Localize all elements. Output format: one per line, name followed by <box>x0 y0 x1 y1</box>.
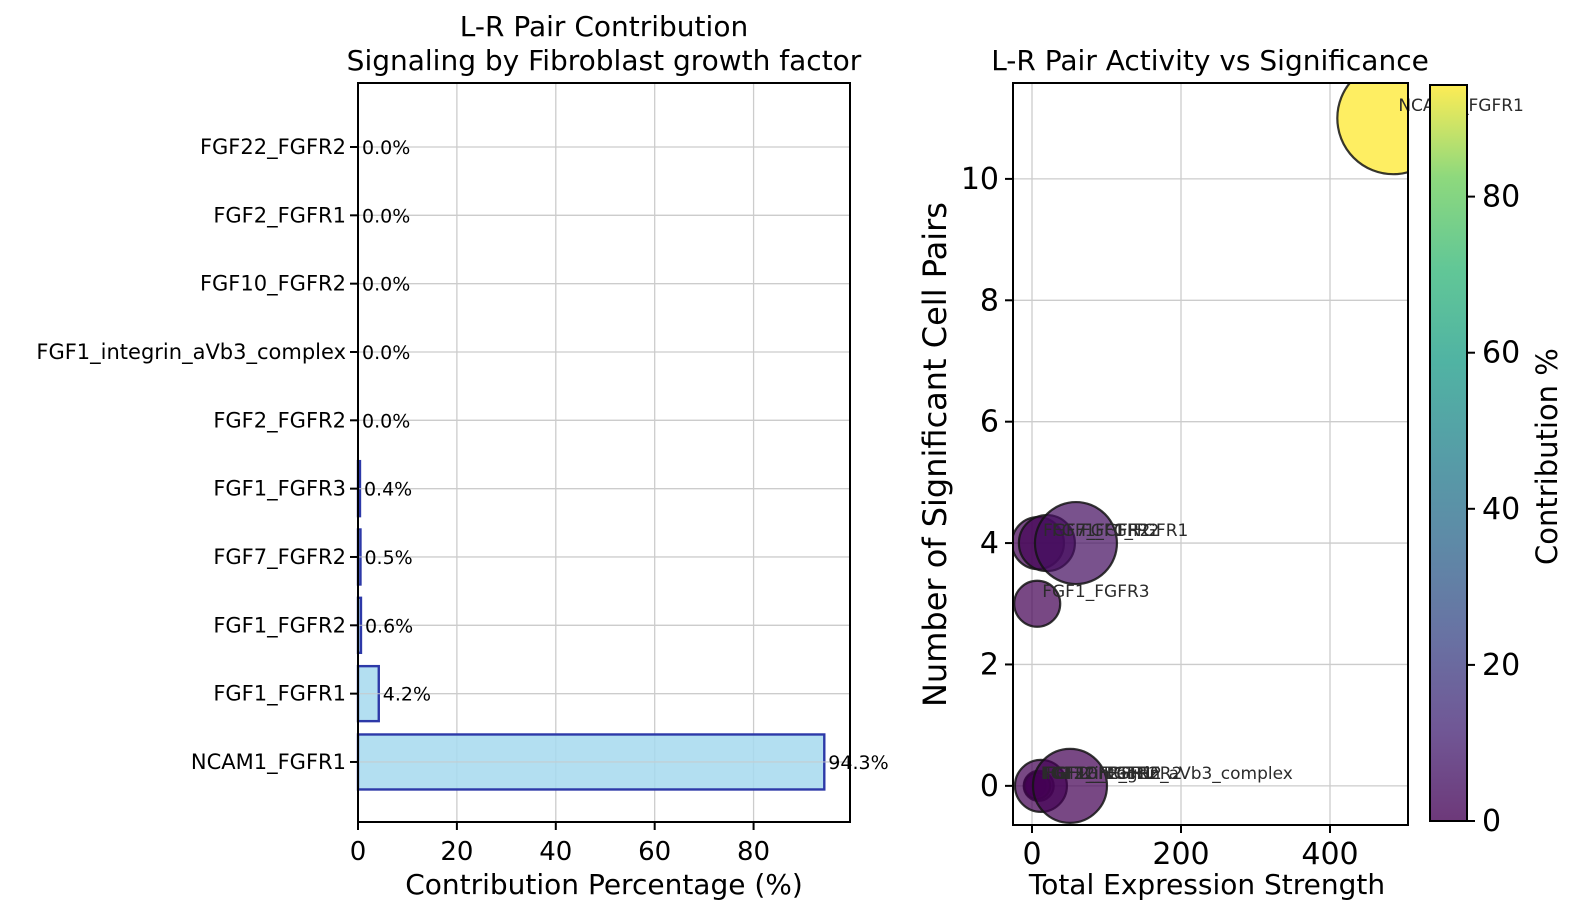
category-label: FGF1_FGFR3 <box>213 477 346 502</box>
bubble-label: FGF2_FGFR1 <box>1046 764 1153 784</box>
category-label: FGF2_FGFR1 <box>213 203 346 228</box>
bubble-label: FGF22_FGFR2 <box>1041 764 1159 784</box>
y-tick-label: 8 <box>980 283 999 318</box>
category-label: FGF22_FGFR2 <box>200 135 346 160</box>
colorbar-tick-label: 20 <box>1482 648 1520 683</box>
right-chart: FGF22_FGFR2FGF10_FGFR2FGF1_integrin_aVb3… <box>961 82 1524 872</box>
colorbar-tick-label: 80 <box>1482 180 1520 215</box>
x-tick-label: 60 <box>638 837 671 867</box>
category-label: FGF1_FGFR2 <box>213 613 346 638</box>
y-tick-label: 4 <box>980 526 999 561</box>
bar-value-label: 0.5% <box>364 547 412 569</box>
category-label: FGF10_FGFR2 <box>200 272 346 297</box>
bar-value-label: 0.0% <box>362 137 410 159</box>
bubble-label: FGF1_FGFR3 <box>1042 582 1149 602</box>
bubble-label: FGF7_FGFR2 <box>1043 521 1150 541</box>
axes-frame <box>357 82 851 823</box>
bar-value-label: 0.0% <box>362 274 410 296</box>
bubble <box>1336 83 1408 176</box>
colorbar-tick-label: 60 <box>1482 336 1520 371</box>
bar-value-label: 0.4% <box>364 479 412 501</box>
category-label: FGF1_integrin_aVb3_complex <box>36 340 346 365</box>
colorbar-label: Contribution % <box>1530 348 1564 565</box>
category-label: NCAM1_FGFR1 <box>191 750 346 775</box>
category-label: FGF2_FGFR2 <box>213 408 346 433</box>
bubble <box>1013 579 1062 628</box>
x-tick-label: 40 <box>539 837 572 867</box>
bubble-label: FGF1_integrin_aVb3_complex <box>1042 764 1293 784</box>
x-tick-label: 20 <box>440 837 473 867</box>
bubble-label: FGF1_FGFR2 <box>1052 521 1159 541</box>
right-x-axis-label: Total Expression Strength <box>1028 868 1386 901</box>
x-tick-label: 0 <box>1022 837 1041 872</box>
bubble <box>1033 500 1119 586</box>
colorbar-gradient <box>1429 84 1468 822</box>
right-y-axis-label: Number of Significant Cell Pairs <box>916 202 954 707</box>
bubble <box>1031 747 1109 824</box>
bubble-label: FGF2_FGFR2 <box>1075 764 1182 784</box>
colorbar-tick-label: 40 <box>1482 492 1520 527</box>
bar-value-label: 94.3% <box>828 752 888 774</box>
x-tick-label: 80 <box>737 837 770 867</box>
bar-value-label: 0.0% <box>362 410 410 432</box>
bar-value-label: 0.6% <box>365 615 413 637</box>
x-tick-label: 0 <box>350 837 367 867</box>
bar-value-label: 0.0% <box>362 205 410 227</box>
y-tick-label: 2 <box>980 647 999 682</box>
y-tick-label: 0 <box>980 769 999 804</box>
bubble-label: FGF10_FGFR2 <box>1044 764 1162 784</box>
left-x-axis-label: Contribution Percentage (%) <box>405 868 803 901</box>
y-tick-label: 6 <box>980 405 999 440</box>
bar-value-label: 0.0% <box>362 342 410 364</box>
axes-frame <box>1012 82 1409 826</box>
bar-value-label: 4.2% <box>383 684 431 706</box>
category-label: FGF7_FGFR2 <box>213 545 346 570</box>
left-chart: 0 20 40 60 80 FGF22_FGFR2 FGF2_FGFR1 FGF10_FGFR… <box>36 82 889 867</box>
category-label: FGF1_FGFR1 <box>213 682 346 707</box>
bubble-group <box>1013 83 1408 824</box>
x-tick-label: 400 <box>1301 837 1358 872</box>
bubble-label: FGF1_FGFR1 <box>1081 521 1188 541</box>
y-tick-label: 10 <box>961 162 999 197</box>
right-chart-title: L-R Pair Activity vs Significance <box>991 44 1429 77</box>
x-tick-label: 200 <box>1152 837 1209 872</box>
left-chart-title: L-R Pair Contribution Signaling by Fibro… <box>346 10 862 77</box>
colorbar-tick-label: 0 <box>1482 804 1501 839</box>
